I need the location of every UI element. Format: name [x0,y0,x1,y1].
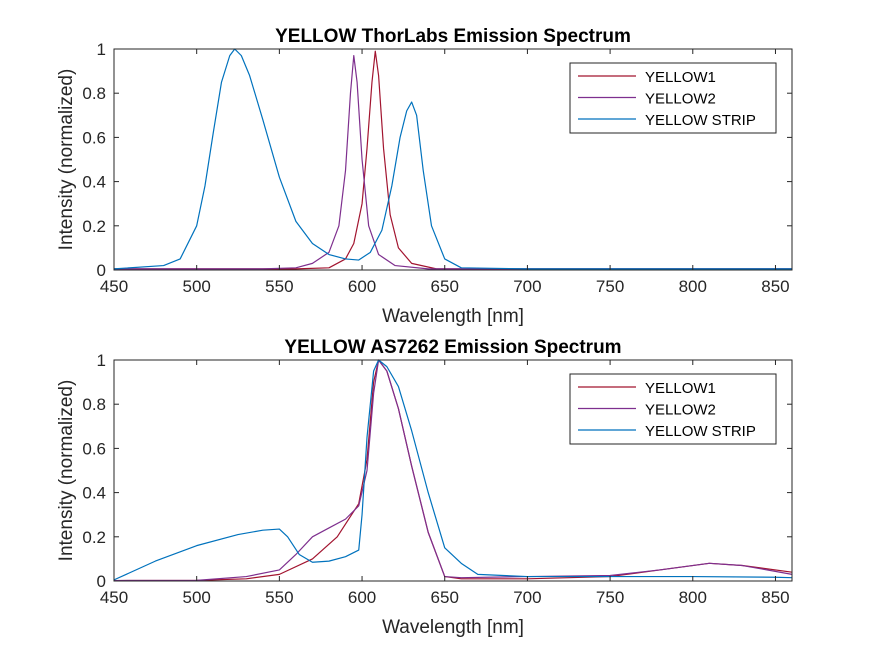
x-axis-label: Wavelength [nm] [382,617,524,638]
axes-box [113,48,793,271]
legend-entry: YELLOW2 [645,91,716,108]
x-tick-label: 750 [596,588,624,607]
x-axis-label: Wavelength [nm] [382,306,524,327]
x-tick-label: 500 [182,277,210,296]
x-tick-label: 750 [596,277,624,296]
series-line-yellow2 [114,55,792,270]
series-line-yellow1 [114,50,792,270]
x-tick-label: 500 [182,588,210,607]
y-tick-label: 0.8 [82,395,106,414]
x-tick-label: 800 [679,588,707,607]
y-tick-label: 0.2 [82,528,106,547]
chart-title: YELLOW ThorLabs Emission Spectrum [275,26,631,47]
y-tick-label: 0 [97,261,106,280]
legend-entry: YELLOW STRIP [645,423,756,440]
subplot-thorlabs: 450 500 550 600 650 700 750 800 850 0 0.2 0.4 0.6 0.8… [56,26,793,327]
series-line-yellow-strip [113,359,793,581]
y-axis-label: Intensity (normalized) [56,380,77,562]
y-tick-label: 1 [97,40,106,59]
x-tick-label: 450 [100,277,128,296]
x-tick-label: 600 [348,588,376,607]
subplot-as7262: 450 500 550 600 650 700 750 800 850 0 0.2 0.4 0.6 0.8… [56,337,793,638]
legend-entry: YELLOW STRIP [645,112,756,129]
legend-entry: YELLOW1 [645,380,716,397]
x-tick-label: 450 [100,588,128,607]
x-tick-label: 650 [431,277,459,296]
legend-entry: YELLOW2 [645,402,716,419]
chart-title: YELLOW AS7262 Emission Spectrum [284,337,621,358]
legend: YELLOW1 YELLOW2 YELLOW STRIP [569,62,777,134]
x-tick-label: 650 [431,588,459,607]
legend: YELLOW1 YELLOW2 YELLOW STRIP [569,373,777,445]
y-axis-label: Intensity (normalized) [56,69,77,251]
y-tick-label: 0.6 [82,439,106,458]
y-tick-label: 0 [97,572,106,591]
x-tick-label: 800 [679,277,707,296]
y-tick-label: 0.8 [82,84,106,103]
x-tick-label: 850 [761,588,789,607]
y-tick-label: 0.2 [82,217,106,236]
y-tick-label: 0.4 [82,484,106,503]
axes-box [113,359,793,582]
y-tick-label: 1 [97,351,106,370]
series-line-yellow-strip [113,48,792,270]
x-tick-label: 550 [265,588,293,607]
y-tick-label: 0.4 [82,173,106,192]
x-tick-label: 700 [513,277,541,296]
y-tick-label: 0.6 [82,128,106,147]
x-tick-label: 550 [265,277,293,296]
x-tick-label: 850 [761,277,789,296]
legend-entry: YELLOW1 [645,69,716,86]
x-tick-label: 600 [348,277,376,296]
series-line-yellow2 [113,359,793,582]
x-tick-label: 700 [513,588,541,607]
